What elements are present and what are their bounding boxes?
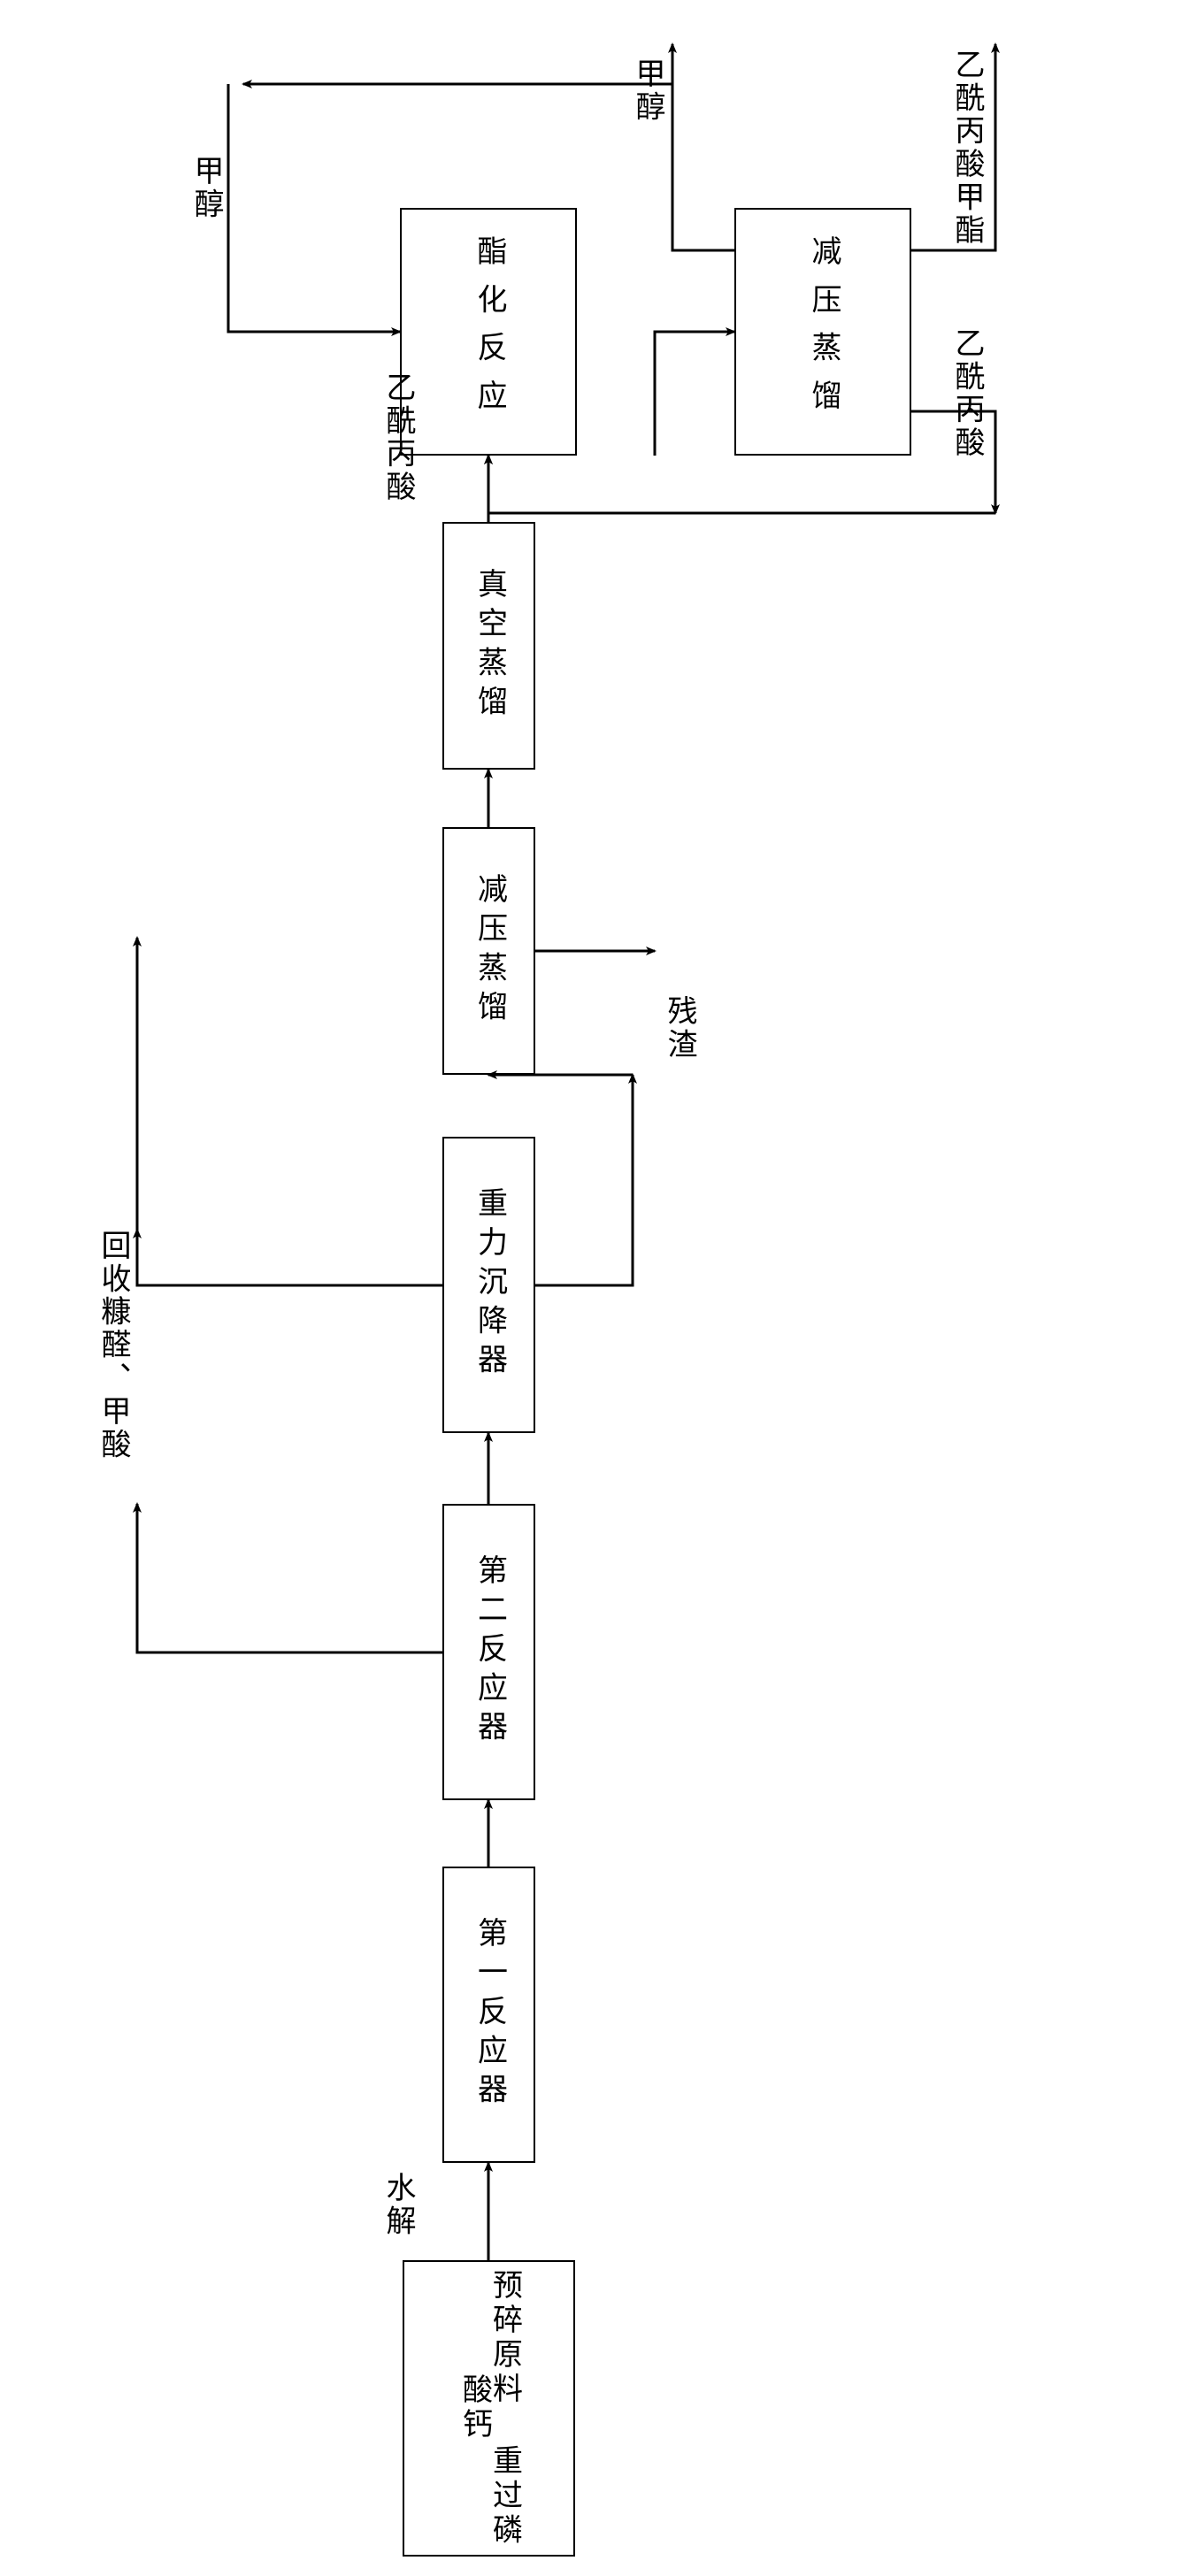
box-vac-label: 真空蒸馏 (474, 568, 504, 724)
arrow-la-recycle (488, 456, 995, 513)
arrow-settle-to-recover (137, 1230, 442, 1285)
box-settle: 重力沉降器 (442, 1137, 535, 1433)
box-ester-label: 酯化反应 (473, 235, 503, 428)
box-feed: 预碎原料 重过磷酸钙 (403, 2260, 575, 2557)
box-dist2: 减压蒸馏 (734, 208, 911, 456)
box-r1-label: 第一反应器 (474, 1917, 504, 2112)
label-hydrolysis: 水解 (382, 2172, 412, 2238)
box-feed-label: 预碎原料 重过磷酸钙 (459, 2262, 519, 2555)
box-r2: 第二反应器 (442, 1504, 535, 1800)
box-dist1-label: 减压蒸馏 (474, 873, 504, 1030)
label-mla: 乙酰丙酸甲酯 (951, 49, 981, 247)
label-residue: 残渣 (664, 995, 694, 1062)
label-methanol-hdr: 甲醇 (632, 58, 662, 124)
arrow-dist2-meoh-out (672, 44, 734, 250)
arrow-methanol-in (228, 84, 400, 332)
box-r1: 第一反应器 (442, 1867, 535, 2163)
box-dist2-label: 减压蒸馏 (808, 235, 838, 428)
label-la-recycle: 乙酰丙酸 (951, 327, 981, 460)
arrow-ester-to-dist2 (655, 332, 734, 456)
box-dist1: 减压蒸馏 (442, 827, 535, 1075)
label-methanol-in: 甲醇 (190, 155, 220, 221)
label-recover: 回收糠醛、甲酸 (97, 1230, 127, 1461)
label-la: 乙酰丙酸 (382, 372, 412, 504)
box-ester: 酯化反应 (400, 208, 577, 456)
box-r2-label: 第二反应器 (474, 1554, 504, 1750)
box-vac: 真空蒸馏 (442, 522, 535, 770)
box-settle-label: 重力沉降器 (474, 1187, 504, 1383)
arrow-settle-to-dist1 (535, 1075, 633, 1285)
arrow-r2-to-recover (137, 1504, 442, 1652)
flow-arrows (0, 0, 1198, 2576)
